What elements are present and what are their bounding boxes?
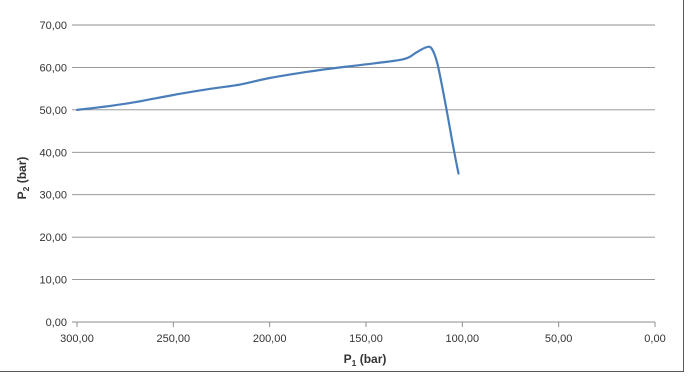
y-tick-label: 10,00 bbox=[39, 275, 67, 287]
x-tick-label: 100,00 bbox=[446, 333, 480, 345]
y-tick-label: 50,00 bbox=[39, 105, 67, 117]
series-line bbox=[75, 45, 460, 175]
x-tick-label: 0,00 bbox=[644, 333, 665, 345]
gridlines bbox=[72, 24, 655, 323]
x-tick-labels: 300,00 250,00 200,00 150,00 100,00 50,00 0,00 bbox=[60, 333, 666, 345]
y-tick-label: 70,00 bbox=[39, 20, 67, 32]
y-tick-label: 30,00 bbox=[39, 190, 67, 202]
series-lines bbox=[75, 45, 460, 175]
x-tick-label: 300,00 bbox=[60, 333, 94, 345]
y-tick-label: 60,00 bbox=[39, 62, 67, 74]
chart-frame: 0,00 10,00 20,00 30,00 40,00 50,00 60,00 70,00 … bbox=[0, 0, 684, 372]
x-tick-label: 150,00 bbox=[349, 333, 383, 345]
y-axis-title: P2 (bar) bbox=[15, 157, 31, 200]
y-tick-label: 20,00 bbox=[39, 232, 67, 244]
line-chart: 0,0010,0020,0030,0040,0050,0060,0070,00 … bbox=[15, 20, 666, 368]
y-tick-label: 40,00 bbox=[39, 147, 67, 159]
x-tick-label: 200,00 bbox=[253, 333, 287, 345]
x-axis-title: P1 (bar) bbox=[344, 352, 387, 368]
y-tick-labels: 0,00 10,00 20,00 30,00 40,00 50,00 60,00 70,00 bbox=[39, 20, 67, 329]
x-tick-label: 50,00 bbox=[545, 333, 573, 345]
y-tick-label: 0,00 bbox=[46, 317, 67, 329]
x-axis bbox=[76, 321, 656, 327]
x-tick-label: 250,00 bbox=[157, 333, 191, 345]
